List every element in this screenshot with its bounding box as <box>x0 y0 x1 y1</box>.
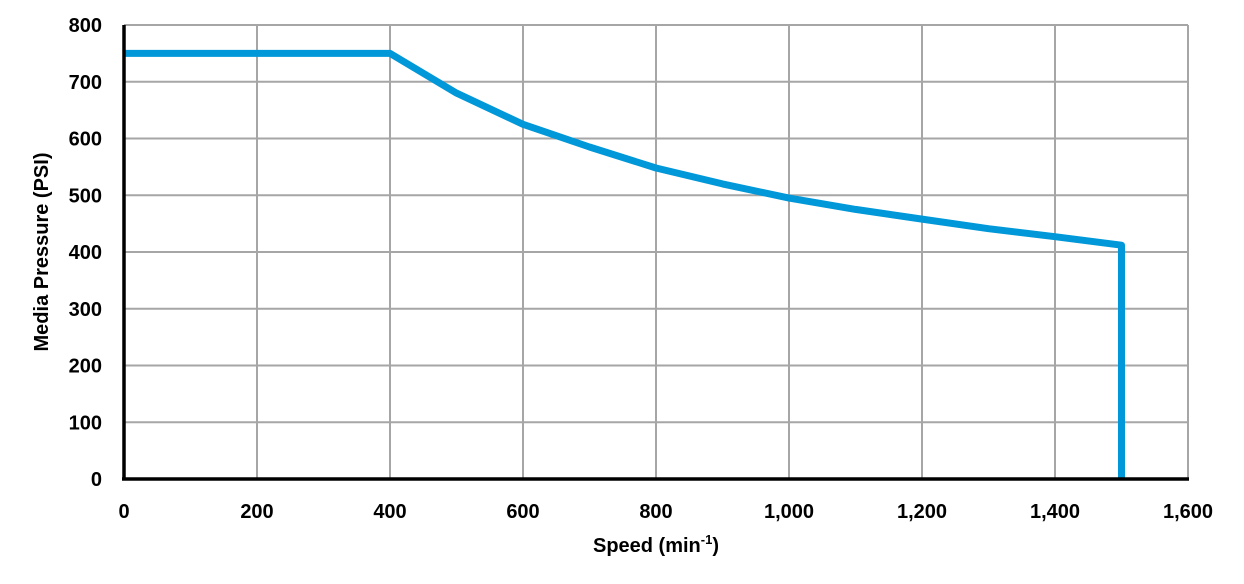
x-tick-label: 1,200 <box>897 501 947 523</box>
y-tick-label: 300 <box>69 299 102 321</box>
media-pressure-line <box>124 49 1125 479</box>
x-tick-label: 1,600 <box>1163 501 1213 523</box>
y-tick-label: 600 <box>69 129 102 151</box>
x-tick-labels: 0 200 400 600 800 1,000 1,200 1,400 1,600 <box>118 501 1213 523</box>
y-tick-label: 200 <box>69 356 102 378</box>
y-tick-label: 400 <box>69 242 102 264</box>
y-tick-label: 100 <box>69 412 102 434</box>
x-tick-label: 200 <box>240 501 273 523</box>
x-axis-title: Speed (min-1) <box>593 532 719 557</box>
x-axis-title-close: ) <box>712 535 719 557</box>
grid-lines <box>124 24 1189 479</box>
y-axis-title: Media Pressure (PSI) <box>31 153 53 352</box>
y-tick-label: 700 <box>69 72 102 94</box>
x-tick-label: 1,000 <box>764 501 814 523</box>
y-tick-label: 500 <box>69 185 102 207</box>
x-tick-label: 0 <box>118 501 129 523</box>
x-axis-title-main: Speed (min <box>593 535 701 557</box>
x-axis-title-superscript: -1 <box>701 532 713 547</box>
x-tick-label: 400 <box>373 501 406 523</box>
x-tick-label: 1,400 <box>1030 501 1080 523</box>
y-tick-label: 800 <box>69 15 102 37</box>
x-tick-label: 600 <box>506 501 539 523</box>
y-tick-labels: 0 100 200 300 400 500 600 700 800 <box>69 15 102 491</box>
y-tick-label: 0 <box>91 469 102 491</box>
x-tick-label: 800 <box>639 501 672 523</box>
